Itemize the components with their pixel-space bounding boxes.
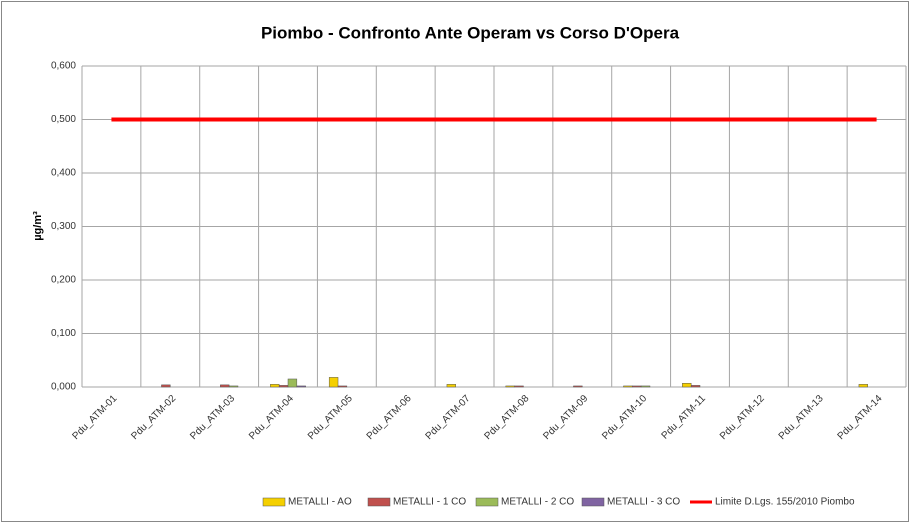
bar <box>623 385 633 388</box>
bar <box>573 385 583 388</box>
bar <box>690 385 701 388</box>
y-tick-label: 0,500 <box>51 114 76 125</box>
y-tick-label: 0,200 <box>51 275 76 286</box>
chart-title: Piombo - Confronto Ante Operam vs Corso … <box>261 23 680 42</box>
y-tick-label: 0,300 <box>51 221 76 232</box>
bar <box>446 384 456 388</box>
legend-swatch <box>475 497 499 507</box>
legend-label: METALLI - 2 CO <box>501 497 574 508</box>
legend-label: METALLI - 1 CO <box>393 497 466 508</box>
bar <box>287 378 298 388</box>
y-tick-label: 0,600 <box>51 61 76 72</box>
legend-label: METALLI - 3 CO <box>607 497 680 508</box>
legend-swatch <box>262 497 286 507</box>
y-tick-label: 0,000 <box>51 382 76 393</box>
bar <box>278 385 289 388</box>
legend-swatch <box>581 497 605 507</box>
bar <box>514 385 524 388</box>
bar <box>328 377 339 388</box>
legend-label: Limite D.Lgs. 155/2010 Piombo <box>715 497 855 508</box>
y-tick-label: 0,100 <box>51 328 76 339</box>
bar <box>270 384 280 388</box>
bar <box>337 385 348 388</box>
legend-label: METALLI - AO <box>288 497 352 508</box>
bar <box>161 384 171 388</box>
bar <box>228 385 239 388</box>
bar <box>632 385 642 388</box>
y-tick-label: 0,400 <box>51 168 76 179</box>
bar <box>858 384 868 388</box>
y-axis-label: µg/m³ <box>32 211 44 241</box>
bar <box>296 385 306 388</box>
bar <box>505 385 515 388</box>
bar <box>640 385 651 388</box>
legend-swatch <box>367 497 391 507</box>
bar <box>220 384 230 388</box>
bar <box>682 383 692 388</box>
